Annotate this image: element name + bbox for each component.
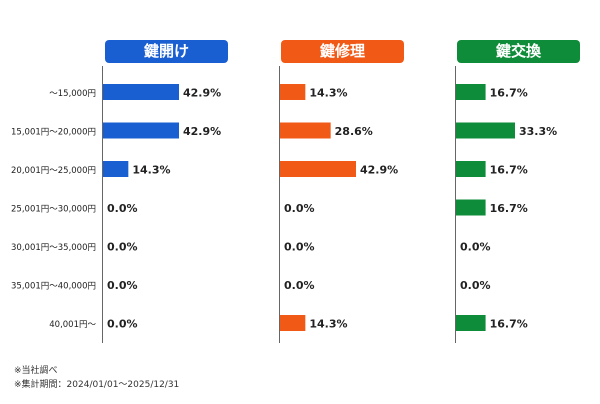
category-label: 15,001円～20,000円 xyxy=(11,128,96,138)
note-survey: ※当社調べ xyxy=(14,366,58,376)
bar xyxy=(280,161,356,177)
data-label: 0.0% xyxy=(284,202,315,215)
bar xyxy=(280,122,331,139)
bar xyxy=(456,315,486,331)
data-label: 0.0% xyxy=(460,279,491,292)
data-label: 0.0% xyxy=(107,279,138,292)
data-label: 28.6% xyxy=(335,125,373,138)
data-label: 0.0% xyxy=(107,318,138,331)
panel-title: 鍵開け xyxy=(105,40,228,63)
bar xyxy=(456,122,515,139)
data-label: 42.9% xyxy=(183,125,221,138)
data-label: 0.0% xyxy=(107,241,138,254)
data-label: 0.0% xyxy=(284,279,315,292)
data-label: 0.0% xyxy=(284,241,315,254)
category-label: 35,001円～40,000円 xyxy=(11,282,96,292)
panel-title: 鍵修理 xyxy=(281,40,404,63)
category-label: 25,001円～30,000円 xyxy=(11,205,96,215)
data-label: 14.3% xyxy=(309,318,347,331)
notes: ※当社調べ ※集計期間：2024/01/01～2025/12/31 xyxy=(14,364,179,392)
data-label: 33.3% xyxy=(519,125,557,138)
data-label: 42.9% xyxy=(183,87,221,100)
data-label: 42.9% xyxy=(360,164,398,177)
bar xyxy=(456,84,486,100)
data-label: 0.0% xyxy=(460,241,491,254)
category-label: 30,001円～35,000円 xyxy=(11,243,96,253)
panel-title: 鍵交換 xyxy=(457,40,580,63)
data-label: 16.7% xyxy=(490,202,528,215)
note-period: ※集計期間：2024/01/01～2025/12/31 xyxy=(14,380,180,390)
bar xyxy=(103,122,179,139)
bar xyxy=(456,199,486,216)
data-label: 0.0% xyxy=(107,202,138,215)
data-label: 14.3% xyxy=(309,87,347,100)
data-label: 14.3% xyxy=(132,164,170,177)
data-label: 16.7% xyxy=(490,318,528,331)
bar xyxy=(103,161,129,177)
category-label: ～15,000円 xyxy=(49,89,96,99)
category-label: 20,001円～25,000円 xyxy=(11,166,96,176)
data-label: 16.7% xyxy=(490,164,528,177)
bar xyxy=(280,315,306,331)
category-label: 40,001円～ xyxy=(49,320,96,330)
bar xyxy=(280,84,306,100)
bar xyxy=(456,161,486,177)
data-label: 16.7% xyxy=(490,87,528,100)
bar xyxy=(103,84,179,100)
